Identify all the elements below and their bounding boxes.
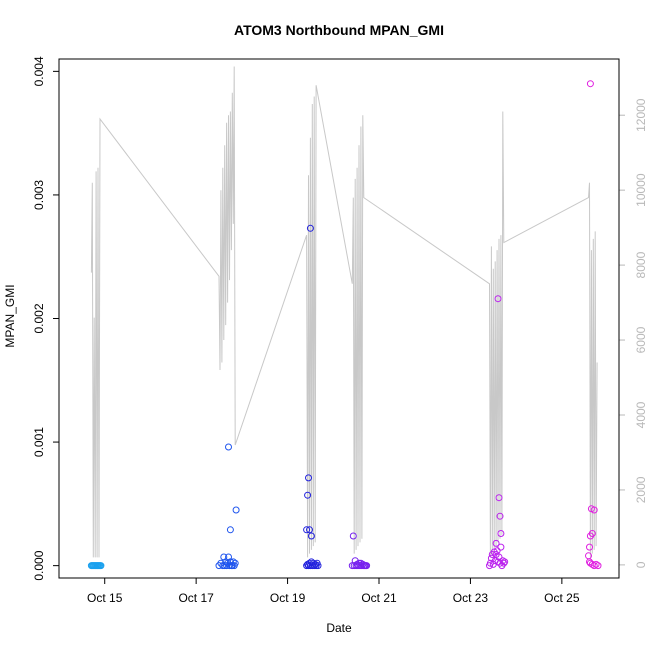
data-point [231, 559, 239, 567]
data-point [307, 532, 315, 540]
x-tick-label: Oct 19 [270, 591, 306, 605]
data-point [586, 543, 593, 551]
data-point [226, 562, 233, 570]
data-point [493, 547, 501, 555]
chart-title: ATOM3 Northbound MPAN_GMI [234, 22, 444, 38]
data-point [492, 539, 500, 547]
data-point [226, 526, 234, 534]
data-point [304, 491, 312, 499]
y2-tick-label: 10000 [634, 173, 648, 207]
y-tick-label: 0.004 [32, 56, 46, 86]
data-point [225, 443, 232, 451]
secondary-y-axis: 0 2000 4000 6000 8000 10000 12000 [619, 98, 648, 568]
plot-frame [58, 58, 620, 579]
data-point [226, 558, 234, 566]
data-point [306, 526, 313, 534]
data-point [303, 526, 311, 534]
data-point [500, 559, 508, 567]
y-tick-label: 0.001 [32, 427, 46, 457]
data-point [495, 494, 503, 502]
data-point [594, 562, 602, 570]
y2-tick-label: 12000 [634, 98, 648, 132]
data-point [229, 558, 237, 566]
data-point [358, 562, 366, 570]
x-axis: Oct 15 Oct 17 Oct 19 Oct 21 Oct 23 Oct 25 [87, 578, 580, 605]
data-point [494, 295, 502, 303]
data-point [492, 551, 500, 558]
x-tick-label: Oct 17 [178, 591, 214, 605]
y2-tick-label: 4000 [634, 401, 648, 428]
y-tick-label: 0.003 [32, 180, 46, 210]
secondary-line-series [90, 66, 598, 558]
y-tick-label: 0.002 [32, 303, 46, 333]
data-point [590, 506, 598, 514]
x-tick-label: Oct 15 [87, 591, 123, 605]
x-tick-label: Oct 23 [453, 591, 489, 605]
y2-tick-label: 2000 [634, 476, 648, 503]
data-point [97, 562, 105, 570]
data-point [586, 532, 594, 540]
y-tick-label: 0.000 [32, 550, 46, 580]
y2-tick-label: 6000 [634, 326, 648, 353]
y2-tick-label: 8000 [634, 251, 648, 278]
data-point [496, 512, 504, 520]
data-point [349, 532, 357, 540]
data-point [592, 560, 600, 568]
data-point [306, 224, 314, 232]
data-point [586, 80, 594, 88]
x-tick-label: Oct 21 [361, 591, 397, 605]
y-axis-label: MPAN_GMI [3, 284, 17, 347]
x-axis-label: Date [326, 621, 352, 635]
data-point [590, 562, 598, 570]
data-point [497, 530, 505, 537]
data-point [497, 543, 505, 551]
scatter-points [87, 80, 602, 570]
data-point [501, 558, 509, 566]
y-axis: 0.000 0.001 0.002 0.003 0.004 [32, 56, 59, 581]
y2-tick-label: 0 [634, 561, 648, 568]
data-point [305, 474, 312, 482]
data-point [363, 562, 371, 570]
data-point [314, 562, 322, 570]
data-point [232, 506, 240, 514]
line-series-path [90, 66, 598, 558]
x-tick-label: Oct 25 [544, 591, 580, 605]
